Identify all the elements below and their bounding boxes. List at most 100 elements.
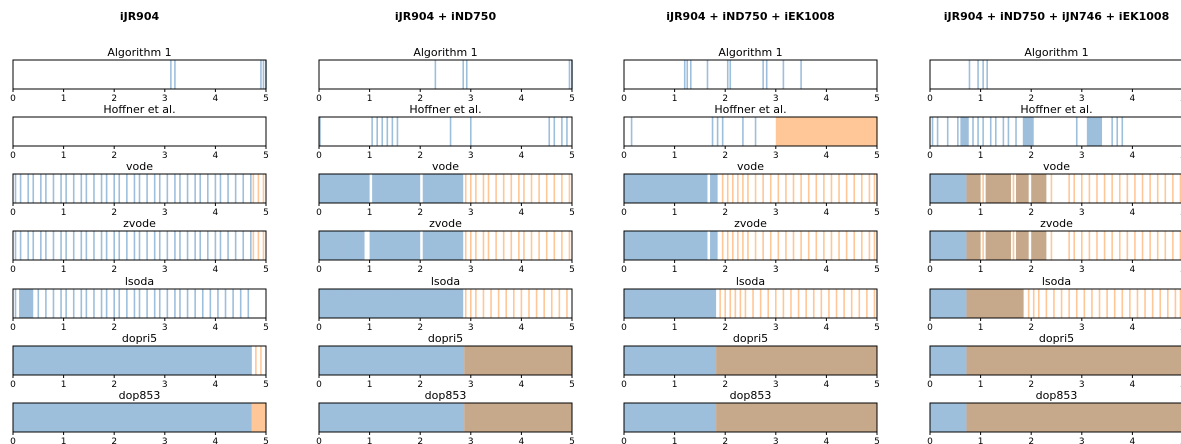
x-tick-label: 0 xyxy=(316,151,322,161)
x-tick-label: 0 xyxy=(10,94,16,104)
overlap-fill-span xyxy=(1016,231,1029,260)
x-tick-label: 0 xyxy=(10,208,16,218)
x-tick-label: 3 xyxy=(162,323,168,333)
x-tick-label: 4 xyxy=(519,265,525,275)
x-tick-label: 2 xyxy=(111,265,117,275)
panel-title: zvode xyxy=(1040,217,1073,230)
x-tick-label: 0 xyxy=(927,94,933,104)
overlap-fill-span xyxy=(716,346,877,375)
x-tick-label: 1 xyxy=(672,323,678,333)
x-tick-label: 2 xyxy=(1028,94,1034,104)
blue-fill-span xyxy=(930,346,967,375)
x-tick-label: 2 xyxy=(417,437,423,444)
x-tick-label: 2 xyxy=(722,208,728,218)
x-tick-label: 2 xyxy=(1028,265,1034,275)
overlap-fill-span xyxy=(464,403,572,432)
panel-frame xyxy=(12,230,267,261)
panel-frame xyxy=(623,230,878,261)
panel-title: vode xyxy=(1043,160,1070,173)
panel-frame xyxy=(623,173,878,204)
x-tick-label: 1 xyxy=(672,208,678,218)
x-tick-label: 4 xyxy=(213,323,219,333)
panel-title: dop853 xyxy=(730,389,772,402)
panel-title: Algorithm 1 xyxy=(718,46,782,59)
panel-frame xyxy=(929,288,1181,319)
blue-fill-span xyxy=(624,231,708,260)
x-tick-label: 4 xyxy=(213,380,219,390)
panel-frame xyxy=(12,288,267,319)
x-tick-label: 4 xyxy=(824,380,830,390)
x-tick-label: 3 xyxy=(468,94,474,104)
x-tick-label: 5 xyxy=(263,151,269,161)
column-title: iJR904 + iND750 + iJN746 + iEK1008 xyxy=(943,10,1170,23)
panel-frame xyxy=(318,345,573,376)
panel-title: Hoffner et al. xyxy=(1020,103,1092,116)
panel-frame xyxy=(12,173,267,204)
x-tick-label: 1 xyxy=(672,265,678,275)
x-tick-label: 0 xyxy=(621,208,627,218)
x-tick-label: 4 xyxy=(519,208,525,218)
x-tick-label: 4 xyxy=(1130,380,1136,390)
x-tick-label: 5 xyxy=(874,208,880,218)
blue-fill-span xyxy=(1023,117,1034,146)
x-tick-label: 5 xyxy=(874,94,880,104)
orange-fill-span xyxy=(251,403,266,432)
x-tick-label: 0 xyxy=(621,437,627,444)
x-tick-label: 2 xyxy=(722,380,728,390)
x-tick-label: 1 xyxy=(367,323,373,333)
orange-fill-span xyxy=(775,117,877,146)
x-tick-label: 4 xyxy=(824,323,830,333)
x-tick-label: 3 xyxy=(468,151,474,161)
panel-title: zvode xyxy=(123,217,156,230)
x-tick-label: 0 xyxy=(316,380,322,390)
x-tick-label: 3 xyxy=(468,265,474,275)
x-tick-label: 3 xyxy=(468,380,474,390)
panel-title: lsoda xyxy=(125,275,154,288)
x-tick-label: 3 xyxy=(1079,323,1085,333)
x-tick-label: 3 xyxy=(162,437,168,444)
panel-title: Hoffner et al. xyxy=(409,103,481,116)
x-tick-label: 1 xyxy=(672,94,678,104)
blue-fill-span xyxy=(319,403,465,432)
x-tick-label: 3 xyxy=(162,151,168,161)
x-tick-label: 0 xyxy=(927,323,933,333)
panel-frame xyxy=(12,345,267,376)
x-tick-label: 1 xyxy=(367,437,373,444)
x-tick-label: 2 xyxy=(1028,151,1034,161)
x-tick-label: 1 xyxy=(978,265,984,275)
x-tick-label: 2 xyxy=(111,208,117,218)
x-tick-label: 1 xyxy=(61,265,67,275)
x-tick-label: 2 xyxy=(111,380,117,390)
blue-fill-span xyxy=(624,346,717,375)
x-tick-label: 0 xyxy=(316,323,322,333)
panel-frame xyxy=(318,230,573,261)
x-tick-label: 4 xyxy=(519,323,525,333)
panel-frame xyxy=(318,173,573,204)
panel-title: vode xyxy=(126,160,153,173)
panel-frame xyxy=(929,402,1181,433)
x-tick-label: 5 xyxy=(263,437,269,444)
x-tick-label: 4 xyxy=(1130,208,1136,218)
panel-frame xyxy=(12,116,267,147)
panel-frame xyxy=(929,59,1181,90)
overlap-fill-span xyxy=(966,403,1181,432)
panel-frame xyxy=(318,288,573,319)
x-tick-label: 1 xyxy=(367,94,373,104)
x-tick-label: 2 xyxy=(417,208,423,218)
panel-frame xyxy=(12,59,267,90)
x-tick-label: 2 xyxy=(722,94,728,104)
blue-fill-span xyxy=(930,231,967,260)
panel-frame xyxy=(318,116,573,147)
x-tick-label: 2 xyxy=(111,151,117,161)
x-tick-label: 4 xyxy=(1130,323,1136,333)
x-tick-label: 2 xyxy=(1028,323,1034,333)
panel-title: dopri5 xyxy=(122,332,157,345)
x-tick-label: 3 xyxy=(773,380,779,390)
x-tick-label: 3 xyxy=(162,94,168,104)
blue-fill-span xyxy=(930,174,967,203)
panel-title: dop853 xyxy=(425,389,467,402)
x-tick-label: 2 xyxy=(417,323,423,333)
x-tick-label: 3 xyxy=(1079,265,1085,275)
x-tick-label: 3 xyxy=(1079,437,1085,444)
